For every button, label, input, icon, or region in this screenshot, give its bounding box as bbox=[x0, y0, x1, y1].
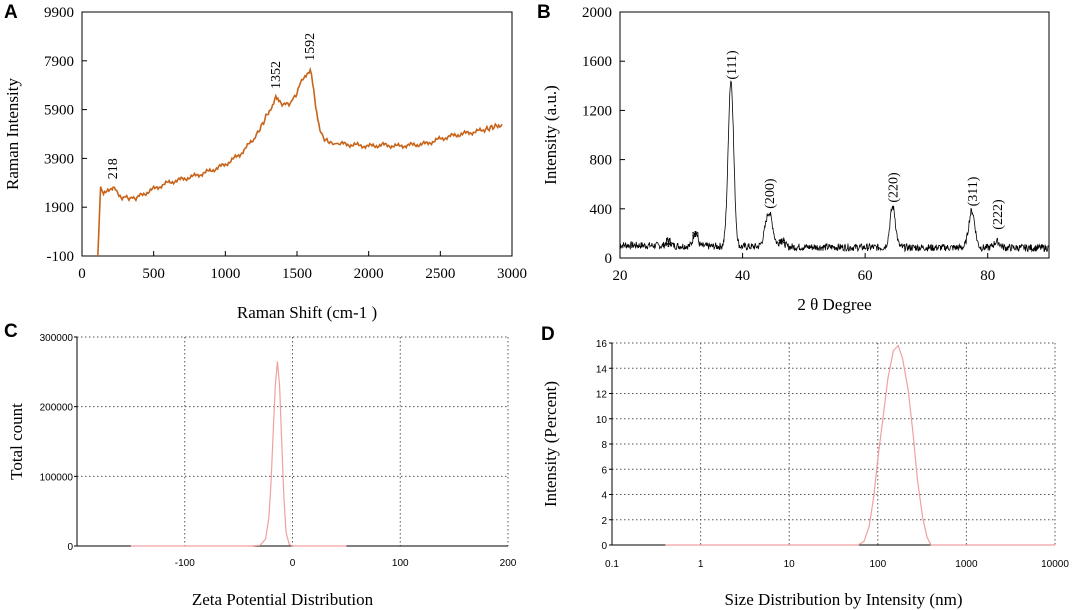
x-tick-label-d: 1000 bbox=[955, 559, 978, 570]
series-line-size bbox=[665, 344, 1055, 546]
x-tick-label-c: 200 bbox=[500, 558, 517, 569]
y-axis-label-a: Raman Intensity bbox=[3, 78, 22, 190]
y-tick-label-a: 9900 bbox=[44, 5, 74, 21]
y-tick-label-d: 10 bbox=[596, 415, 608, 426]
x-tick-label-a: 2500 bbox=[425, 266, 455, 282]
chart-b-xrd: 0 400 800 1200 1600 2000 20 40 60 80 (111) (200) (22… bbox=[541, 5, 1050, 314]
peak-label-a: 1352 bbox=[269, 61, 284, 89]
panel-letter-c: C bbox=[4, 321, 18, 342]
x-axis-label-d: Size Distribution by Intensity (nm) bbox=[725, 590, 963, 609]
x-tick-label-b: 80 bbox=[980, 268, 995, 284]
miller-index-label-b: (220) bbox=[887, 172, 902, 203]
y-tick-label-a: -100 bbox=[47, 249, 75, 265]
x-tick-label-a: 500 bbox=[142, 266, 165, 282]
y-tick-label-d: 12 bbox=[596, 390, 608, 401]
y-tick-label-a: 1900 bbox=[44, 200, 74, 216]
y-tick-label-a: 5900 bbox=[44, 103, 74, 119]
x-tick-label-c: 0 bbox=[290, 558, 296, 569]
x-axis-label-a: Raman Shift (cm-1 ) bbox=[237, 303, 377, 322]
y-tick-label-c: 200000 bbox=[40, 403, 74, 414]
impurity-marker-b: * bbox=[778, 236, 786, 253]
y-axis-label-c: Total count bbox=[7, 403, 26, 480]
panel-letter-d: D bbox=[541, 324, 555, 345]
x-tick-label-d: 10000 bbox=[1041, 559, 1069, 570]
y-axis-label-d: Intensity (Percent) bbox=[541, 381, 560, 507]
series-line-xrd bbox=[619, 80, 1050, 253]
panel-letter-a: A bbox=[4, 2, 18, 23]
impurity-marker-b: * bbox=[664, 239, 672, 256]
y-tick-label-c: 100000 bbox=[40, 472, 74, 483]
plot-frame-b bbox=[619, 11, 1050, 259]
y-tick-label-c: 300000 bbox=[40, 333, 74, 344]
x-tick-label-a: 3000 bbox=[497, 266, 527, 282]
miller-index-label-b: (200) bbox=[763, 178, 778, 209]
chart-d-size: 0 2 4 6 8 10 12 14 16 0.1 1 10 100 1000 10000 Size Dist… bbox=[541, 339, 1069, 609]
x-tick-label-d: 0.1 bbox=[605, 559, 619, 570]
panel-letter-b: B bbox=[537, 2, 551, 23]
y-tick-label-d: 2 bbox=[601, 516, 607, 527]
x-tick-label-d: 100 bbox=[869, 559, 886, 570]
x-tick-label-b: 20 bbox=[613, 268, 628, 284]
peak-label-a: 1592 bbox=[303, 33, 318, 61]
y-tick-label-d: 0 bbox=[601, 541, 607, 552]
y-tick-label-b: 800 bbox=[590, 153, 613, 169]
chart-c-zeta: 0 100000 200000 300000 -100 0 100 200 Zeta Poten… bbox=[7, 333, 517, 609]
chart-a-raman: -100 1900 3900 5900 7900 9900 0 500 1000 1500 2000… bbox=[3, 5, 527, 322]
plot-frame-a bbox=[81, 11, 513, 257]
x-tick-label-a: 1000 bbox=[210, 266, 240, 282]
x-tick-label-c: 100 bbox=[392, 558, 409, 569]
miller-index-label-b: (311) bbox=[966, 176, 981, 206]
y-tick-label-d: 16 bbox=[596, 339, 608, 350]
y-tick-label-b: 400 bbox=[590, 202, 613, 218]
miller-index-label-b: (111) bbox=[725, 50, 740, 80]
miller-index-label-b: (222) bbox=[991, 199, 1006, 230]
x-tick-label-c: -100 bbox=[175, 558, 195, 569]
x-tick-label-a: 2000 bbox=[354, 266, 384, 282]
y-tick-label-d: 8 bbox=[601, 440, 607, 451]
series-line-zeta bbox=[130, 361, 347, 547]
x-tick-label-b: 40 bbox=[735, 268, 750, 284]
x-axis-label-b: 2 θ Degree bbox=[797, 295, 871, 314]
y-axis-label-b: Intensity (a.u.) bbox=[541, 85, 560, 185]
y-tick-label-b: 0 bbox=[605, 251, 613, 267]
y-tick-label-a: 7900 bbox=[44, 54, 74, 70]
x-tick-label-d: 10 bbox=[784, 559, 796, 570]
x-axis-label-c: Zeta Potential Distribution bbox=[192, 590, 374, 609]
y-tick-label-c: 0 bbox=[67, 542, 73, 553]
x-tick-label-d: 1 bbox=[698, 559, 704, 570]
series-line-raman bbox=[97, 66, 503, 257]
x-tick-label-a: 1500 bbox=[282, 266, 312, 282]
x-tick-label-b: 60 bbox=[858, 268, 873, 284]
y-tick-label-b: 1600 bbox=[582, 54, 612, 70]
y-tick-label-d: 14 bbox=[596, 364, 608, 375]
x-tick-label-a: 0 bbox=[78, 266, 86, 282]
y-tick-label-b: 1200 bbox=[582, 103, 612, 119]
peak-label-a: 218 bbox=[106, 158, 121, 179]
y-tick-label-d: 4 bbox=[601, 491, 607, 502]
y-tick-label-a: 3900 bbox=[44, 151, 74, 167]
impurity-marker-b: * bbox=[691, 229, 699, 246]
y-tick-label-b: 2000 bbox=[582, 5, 612, 21]
y-tick-label-d: 6 bbox=[601, 465, 607, 476]
